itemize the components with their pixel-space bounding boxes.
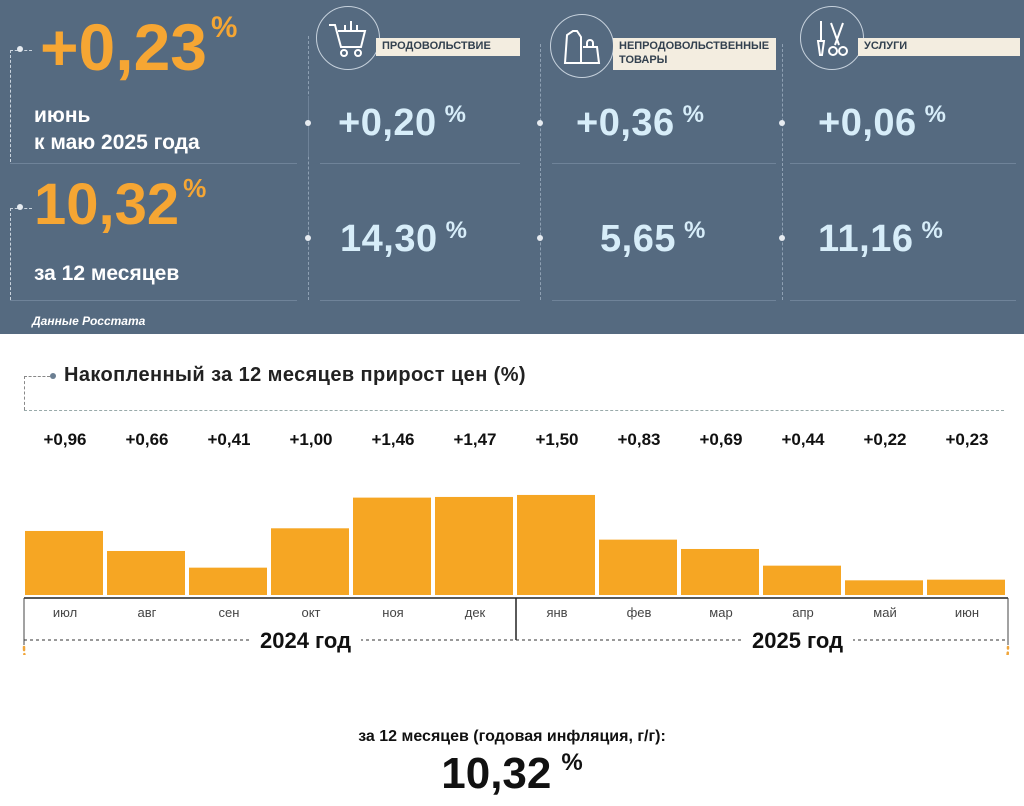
- bullet-dot: [305, 235, 311, 241]
- value-label: +1,47: [453, 430, 496, 449]
- value-label: +1,00: [289, 430, 332, 449]
- separator: [10, 163, 297, 164]
- services-monthly-value: +0,06%: [818, 100, 947, 144]
- value-label: +0,66: [125, 430, 168, 449]
- bar: [353, 497, 431, 595]
- month-label: фев: [627, 605, 652, 620]
- annual-inflation-label: за 12 месяцев (годовая инфляция, г/г):: [358, 728, 666, 745]
- annual-caption: за 12 месяцев: [34, 262, 180, 285]
- category-label-nonfood: НЕПРОДОВОЛЬСТВЕННЫЕ ТОВАРЫ: [613, 38, 776, 70]
- value-label: +0,22: [863, 430, 906, 449]
- services-annual-value: 11,16%: [818, 216, 944, 260]
- bullet-dot: [50, 373, 56, 379]
- category-label-services: УСЛУГИ: [858, 38, 1020, 56]
- month-label: авг: [138, 605, 157, 620]
- separator: [552, 163, 776, 164]
- column-divider: [308, 36, 309, 300]
- bar: [189, 567, 267, 595]
- separator: [790, 300, 1016, 301]
- month-label: мар: [709, 605, 732, 620]
- food-monthly-value: +0,20%: [338, 100, 467, 144]
- monthly-headline: +0,23%: [40, 10, 238, 84]
- bar-chart: +0,96 +0,66 +0,41 +1,00 +1,46 +1,47 +1,50 +0,83…: [22, 430, 1010, 655]
- value-label: +0,96: [43, 430, 86, 449]
- month-label: июл: [53, 605, 77, 620]
- bar: [763, 565, 841, 595]
- separator: [790, 163, 1016, 164]
- year-label-2025: 2025 год: [742, 628, 854, 654]
- month-label: дек: [465, 605, 486, 620]
- title-leader: [24, 376, 50, 377]
- value-label: +0,44: [781, 430, 825, 449]
- value-label: +0,83: [617, 430, 660, 449]
- bullet-dot: [779, 120, 785, 126]
- bracket: [10, 208, 32, 300]
- value-label: +1,50: [535, 430, 578, 449]
- month-label: ноя: [382, 605, 403, 620]
- bracket: [10, 50, 32, 162]
- column-divider: [308, 96, 309, 156]
- bar: [845, 580, 923, 595]
- separator: [552, 300, 776, 301]
- bar: [927, 579, 1005, 595]
- value-label: +0,69: [699, 430, 742, 449]
- chart-title: Накопленный за 12 месяцев прирост цен (%…: [64, 364, 526, 386]
- bullet-dot: [779, 235, 785, 241]
- summary-panel: +0,23% июнь к маю 2025 года 10,32% за 12…: [0, 0, 1024, 334]
- bullet-dot: [305, 120, 311, 126]
- tools-icon: [800, 6, 864, 70]
- title-leader: [24, 376, 25, 410]
- annual-brace: [22, 645, 1010, 655]
- month-label: май: [873, 605, 896, 620]
- separator: [320, 163, 520, 164]
- column-divider: [540, 44, 541, 300]
- category-label-food: ПРОДОВОЛЬСТВИЕ: [376, 38, 520, 56]
- bullet-dot: [17, 204, 23, 210]
- bar: [517, 494, 595, 595]
- monthly-caption: июнь к маю 2025 года: [34, 104, 200, 155]
- bullet-dot: [537, 120, 543, 126]
- nonfood-annual-value: 5,65%: [600, 216, 706, 260]
- source-note: Данные Росстата: [32, 314, 146, 328]
- bullet-dot: [17, 46, 23, 52]
- bar: [599, 539, 677, 595]
- month-label: окт: [301, 605, 320, 620]
- bar: [681, 548, 759, 595]
- bar: [435, 496, 513, 595]
- bullet-dot: [537, 235, 543, 241]
- bar: [107, 550, 185, 595]
- bar: [25, 530, 103, 595]
- annual-headline: 10,32%: [34, 172, 207, 237]
- value-label: +1,46: [371, 430, 414, 449]
- annual-inflation-value: 10,32%: [441, 748, 583, 798]
- bar: [271, 528, 349, 595]
- year-label-2024: 2024 год: [250, 628, 362, 654]
- month-label: апр: [792, 605, 814, 620]
- shopping-cart-icon: [316, 6, 380, 70]
- clothing-icon: [550, 14, 614, 78]
- column-divider: [782, 44, 783, 300]
- month-label: сен: [219, 605, 240, 620]
- month-label: янв: [546, 605, 567, 620]
- value-label: +0,41: [207, 430, 250, 449]
- separator: [320, 300, 520, 301]
- food-annual-value: 14,30%: [340, 216, 468, 260]
- month-label: июн: [955, 605, 979, 620]
- title-baseline: [24, 410, 1004, 411]
- nonfood-monthly-value: +0,36%: [576, 100, 705, 144]
- value-label: +0,23: [945, 430, 988, 449]
- separator: [10, 300, 297, 301]
